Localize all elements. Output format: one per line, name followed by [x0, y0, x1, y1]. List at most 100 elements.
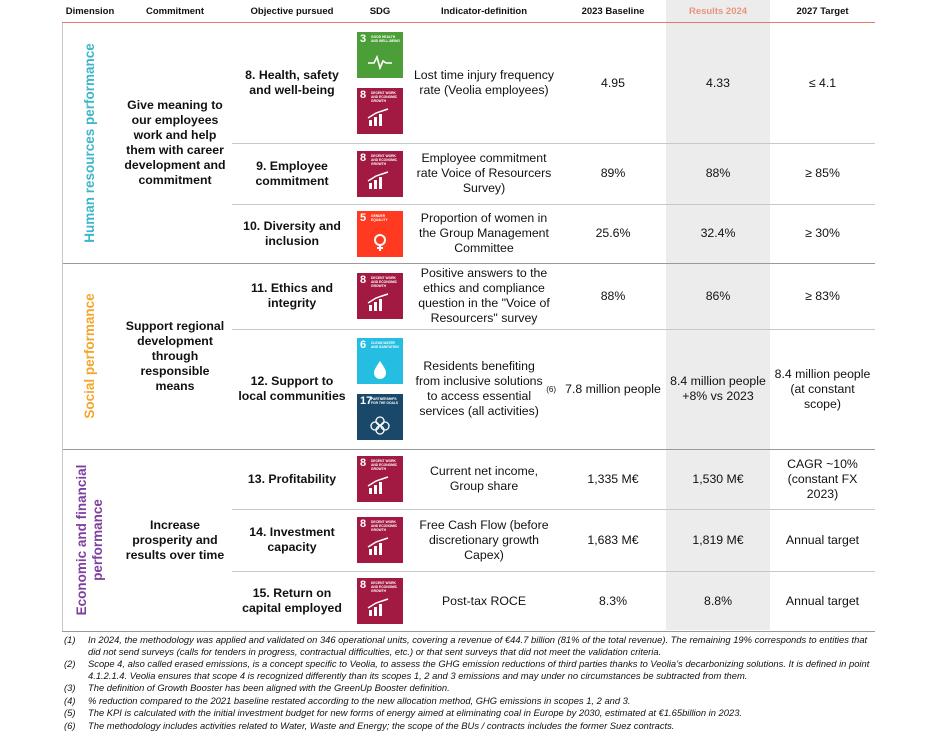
sdg-number: 3: [360, 33, 367, 45]
sdg-title: PARTNERSHIPS FOR THE GOALS: [371, 397, 399, 405]
indicator: Free Cash Flow (before discretionary gro…: [408, 509, 560, 571]
footnote-marker: (4): [64, 694, 76, 706]
target: ≥ 83%: [805, 288, 840, 303]
sdg-symbol: [367, 537, 389, 555]
target: CAGR ~10% (constant FX 2023): [787, 456, 858, 501]
sdg-number: 8: [360, 151, 367, 164]
indicator-text: Proportion of women in the Group Managem…: [419, 211, 549, 255]
sdg-number: 17: [360, 395, 373, 407]
objective: 14. Investment capacity: [249, 525, 335, 554]
objective: 8. Health, safety and well-being: [245, 68, 339, 97]
footnote-text: The methodology includes activities rela…: [88, 719, 675, 731]
sdg-title: GENDER EQUALITY: [371, 213, 388, 222]
objective: 15. Return on capital employed: [242, 586, 342, 615]
indicator-text: Lost time injury frequency rate (Veolia …: [413, 68, 555, 97]
sdg-title: DECENT WORK AND ECONOMIC GROWTH: [371, 520, 398, 532]
indicator-text: Positive answers to the ethics and compl…: [418, 266, 550, 325]
results: 8.8%: [703, 593, 733, 608]
sdg-symbol: [374, 361, 386, 379]
target: Annual target: [785, 532, 860, 547]
sdg-icon: 8 DECENT WORK AND ECONOMIC GROWTH: [357, 578, 403, 624]
footnote-marker: (3): [64, 682, 76, 693]
indicator: Lost time injury frequency rate (Veolia …: [408, 23, 560, 143]
column-header: 2027 Target: [796, 6, 849, 17]
footnote-text: % reduction compared to the 2021 baselin…: [88, 694, 631, 706]
column-header: Dimension: [65, 6, 115, 17]
sdg-title: DECENT WORK AND ECONOMIC GROWTH: [371, 276, 398, 288]
footnote-marker: (2): [64, 658, 76, 669]
sdg-title: DECENT WORK AND ECONOMIC GROWTH: [371, 581, 398, 593]
column-header: Objective pursued: [250, 6, 334, 17]
sdg-number: 8: [360, 579, 367, 591]
objective: 11. Ethics and integrity: [250, 281, 333, 310]
sdg-symbol: [367, 293, 389, 311]
results: 86%: [705, 288, 731, 303]
baseline: 25.6%: [595, 226, 631, 240]
baseline: 8.3%: [598, 593, 628, 608]
commitment: Support regional development through res…: [125, 318, 225, 393]
indicator: Current net income, Group share: [408, 449, 560, 509]
sdg-symbol: [367, 598, 389, 616]
baseline: 89%: [600, 166, 626, 180]
footnote-ref: (6): [546, 384, 556, 394]
sdg-title: CLEAN WATER AND SANITATION: [371, 341, 399, 349]
indicator-text: Employee commitment rate Voice of Resour…: [416, 151, 552, 195]
sdg-number: 8: [360, 274, 367, 286]
indicator: Proportion of women in the Group Managem…: [408, 204, 560, 263]
sdg-number: 8: [360, 457, 367, 469]
row-divider: [232, 509, 875, 510]
sdg-symbol: [367, 170, 389, 189]
footnote-text: Scope 4, also called erased emissions, i…: [88, 658, 870, 681]
objective: 10. Diversity and inclusion: [243, 218, 341, 248]
sdg-icon: 8 DECENT WORK AND ECONOMIC GROWTH: [357, 150, 403, 197]
results: 88%: [705, 166, 731, 180]
row-divider: [232, 204, 875, 205]
footnote-text: The definition of Growth Booster has bee…: [88, 682, 450, 693]
objective: 12. Support to local communities: [238, 374, 346, 403]
footnote: (3) The definition of Growth Booster has …: [64, 682, 876, 694]
sdg-icon: 17 PARTNERSHIPS FOR THE GOALS: [357, 394, 403, 440]
commitment: Increase prosperity and results over tim…: [125, 517, 225, 562]
footnote-marker: (6): [64, 719, 76, 731]
sdg-title: DECENT WORK AND ECONOMIC GROWTH: [371, 153, 398, 166]
indicator: Employee commitment rate Voice of Resour…: [408, 143, 560, 204]
sdg-title: DECENT WORK AND ECONOMIC GROWTH: [371, 91, 398, 103]
baseline: 1,335 M€: [587, 471, 639, 486]
footnotes: (1) In 2024, the methodology was applied …: [64, 634, 876, 732]
indicator: Positive answers to the ethics and compl…: [408, 263, 560, 329]
sdg-number: 8: [360, 89, 367, 101]
results-column-bg: [666, 0, 770, 630]
header-rule: [62, 22, 875, 23]
sdg-icon: 8 DECENT WORK AND ECONOMIC GROWTH: [357, 456, 403, 502]
dimension: Social performance: [82, 293, 97, 419]
dimension-divider: [62, 631, 875, 632]
target: Annual target: [785, 593, 860, 608]
target: ≤ 4.1: [808, 75, 837, 90]
results: 4.33: [706, 75, 730, 90]
sdg-symbol: [368, 54, 392, 71]
commitment: Give meaning to our employees work and h…: [124, 98, 226, 187]
sdg-title: DECENT WORK AND ECONOMIC GROWTH: [371, 459, 398, 471]
sdg-icon: 3 GOOD HEALTH AND WELL-BEING: [357, 32, 403, 78]
indicator-text: Post-tax ROCE: [441, 593, 527, 608]
objective: 9. Employee commitment: [255, 158, 329, 188]
sdg-icon: 8 DECENT WORK AND ECONOMIC GROWTH: [357, 88, 403, 134]
footnote-marker: (5): [64, 707, 76, 718]
column-header: SDG: [369, 6, 391, 17]
indicator-text: Residents benefiting from inclusive solu…: [415, 359, 543, 418]
column-header: 2023 Baseline: [581, 6, 645, 17]
footnote-marker: (1): [64, 634, 76, 645]
dimension-left-rule: [62, 449, 63, 631]
indicator-text: Current net income, Group share: [430, 464, 538, 493]
target: ≥ 85%: [805, 166, 840, 180]
dimension: Human resources performance: [82, 43, 97, 243]
row-divider: [232, 329, 875, 330]
baseline: 7.8 million people: [565, 381, 661, 396]
dimension: Economic and financial performance: [74, 464, 105, 616]
results: 8.4 million people +8% vs 2023: [670, 374, 766, 403]
indicator: Post-tax ROCE: [408, 571, 560, 631]
sdg-symbol: [374, 233, 386, 251]
objective: 13. Profitability: [247, 471, 337, 486]
sdg-symbol: [367, 476, 389, 494]
